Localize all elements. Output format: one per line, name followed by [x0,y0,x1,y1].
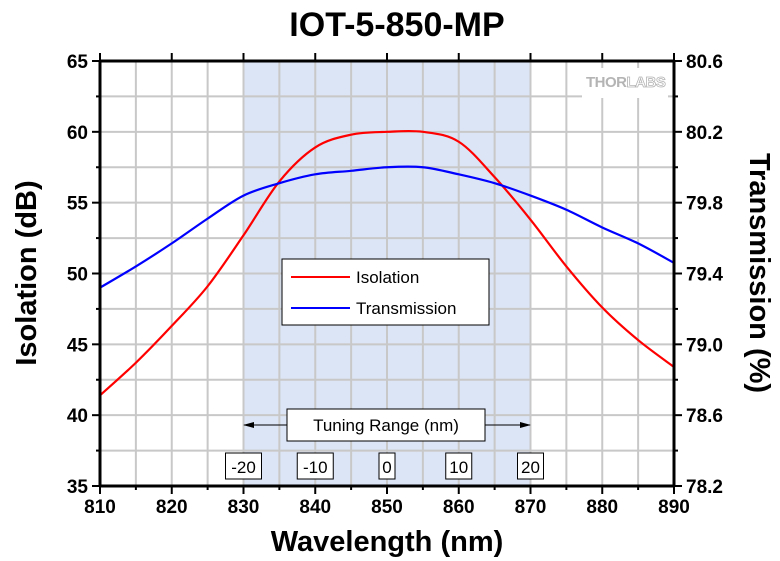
y2-tick-label: 80.6 [686,52,723,73]
series-line-isolation [99,129,675,397]
y-tick-label: 40 [67,406,88,427]
arrow-right-icon [520,422,531,428]
tuning-offset-box [225,452,262,480]
x-tick-label: 820 [156,497,188,518]
x-tick-labels: 810 820 830 840 850 860 870 880 890 [84,497,690,518]
tuning-offset-label: 10 [449,458,468,477]
y-tick-label: 50 [67,265,88,286]
tuning-offset-label: -20 [231,458,256,477]
y2-tick-labels: 78.2 78.6 79.0 79.4 79.8 80.2 80.6 [686,52,723,498]
x-tick-label: 810 [84,497,116,518]
tuning-offset-label: -10 [303,458,328,477]
arrow-left-icon [243,422,254,428]
chart-title: IOT-5-850-MP [289,6,504,44]
tuning-range-annotation: Tuning Range (nm) [243,408,531,442]
x-tick-label: 860 [443,497,475,518]
tuning-offset-labels: -20 -10 0 10 20 [225,452,544,480]
y-axis-label: Isolation (dB) [11,180,43,365]
tuning-offset-box [445,452,473,480]
thorlabs-watermark: THORLABS [582,68,668,98]
y2-tick-label: 79.8 [686,194,723,215]
legend-box [281,258,490,326]
watermark-light: LABS [627,74,666,91]
x-tick-label: 830 [228,497,260,518]
x-tick-label: 840 [299,497,331,518]
axes [92,53,682,494]
watermark-bold: THOR [586,74,627,91]
y-tick-label: 45 [67,335,89,356]
y2-tick-label: 78.2 [686,477,723,498]
x-tick-label: 890 [658,497,690,518]
x-tick-label: 880 [586,497,618,518]
y2-axis-label: Transmission (%) [743,153,775,393]
y2-tick-label: 78.6 [686,406,723,427]
y-tick-labels: 35 40 45 50 55 60 65 [67,52,89,498]
legend-label-transmission: Transmission [356,299,456,318]
y-tick-label: 60 [67,123,88,144]
y-tick-label: 55 [67,194,89,215]
y2-tick-label: 80.2 [686,123,723,144]
x-tick-label: 870 [515,497,547,518]
y2-tick-label: 79.0 [686,335,723,356]
tuning-offset-box [296,452,334,480]
tuning-offset-box [378,452,396,480]
y2-tick-label: 79.4 [686,265,723,286]
y-tick-label: 35 [67,477,89,498]
x-tick-label: 850 [371,497,403,518]
y-tick-label: 65 [67,52,89,73]
tuning-offset-label: 0 [382,458,391,477]
tuning-offset-box [517,452,544,480]
legend: Isolation Transmission [281,258,490,326]
tuning-offset-label: 20 [521,458,540,477]
tuning-range-label: Tuning Range (nm) [313,416,459,435]
legend-label-isolation: Isolation [356,268,419,287]
watermark-text: THORLABS [586,74,666,91]
x-axis-label: Wavelength (nm) [271,526,504,558]
watermark-background [582,68,668,98]
